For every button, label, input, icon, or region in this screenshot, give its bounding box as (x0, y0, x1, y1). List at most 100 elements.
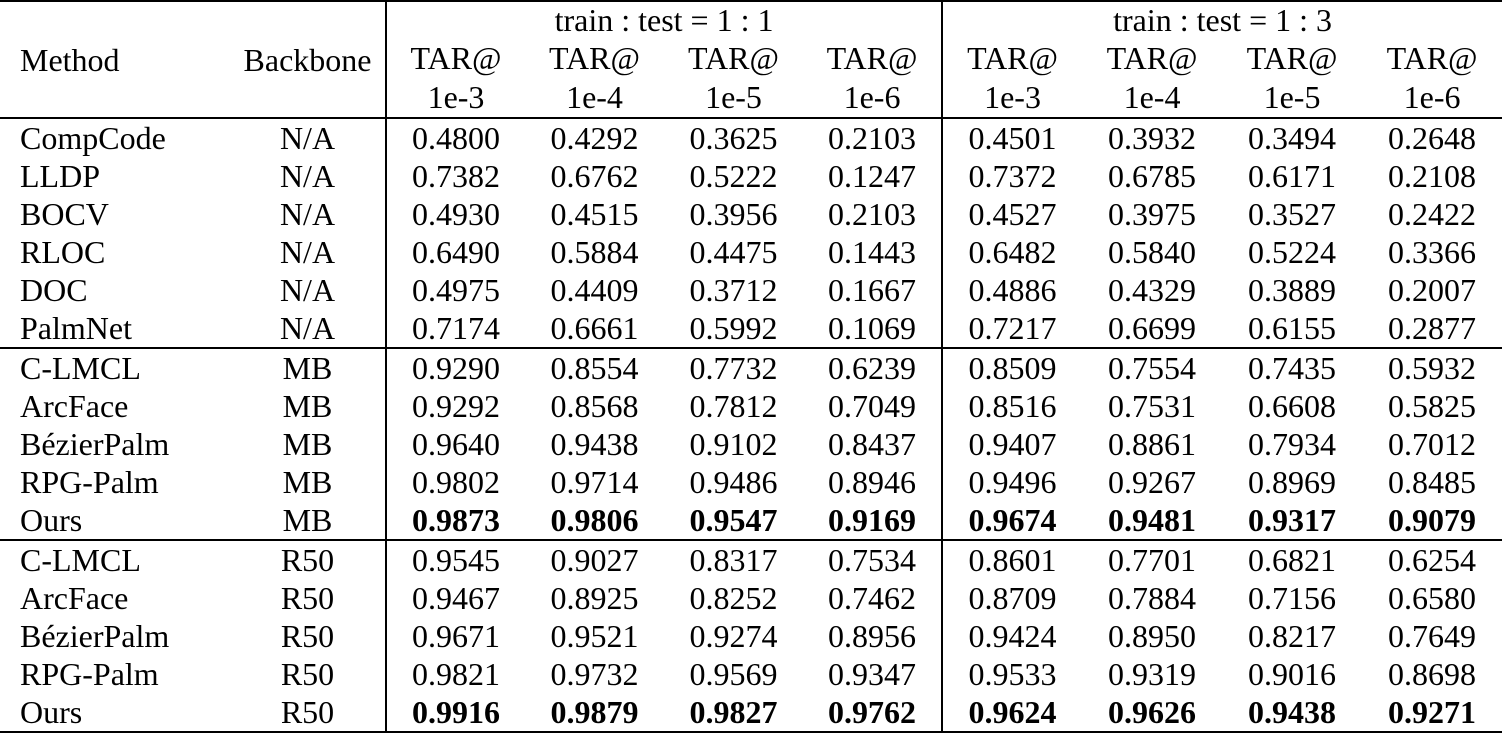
value-cell: 0.4475 (689, 234, 778, 270)
value-cell: 0.9438 (550, 426, 639, 462)
value-cell: 0.2648 (1388, 120, 1477, 156)
value-cell: 0.8709 (941, 579, 1083, 617)
value-cell: 0.7462 (828, 580, 917, 616)
value-cell: 0.6482 (941, 233, 1083, 271)
value-cell: 0.9624 (941, 693, 1083, 732)
value-cell: 0.2422 (1388, 196, 1477, 232)
value-cell: 0.6490 (385, 233, 525, 271)
value-cell: 0.9424 (941, 617, 1083, 655)
table-header: Method Backbone train : test = 1 : 1 tra… (0, 1, 1502, 119)
group-label-row: Method Backbone train : test = 1 : 1 tra… (0, 1, 1502, 119)
value-cell: 0.3366 (1388, 234, 1477, 270)
value-cell: 0.6661 (550, 310, 639, 346)
value-cell: 0.4930 (385, 195, 525, 233)
threshold-header: 1e-5 (664, 77, 803, 119)
table-row: LLDP N/A 0.7382 0.6762 0.5222 0.1247 0.7372 0.6… (0, 157, 1502, 195)
method-cell: C-LMCL (0, 539, 230, 579)
value-cell: 0.9802 (385, 463, 525, 501)
table-row: C-LMCL R50 0.9545 0.9027 0.8317 0.7534 0.8601 0… (0, 539, 1502, 579)
value-cell: 0.9640 (385, 425, 525, 463)
method-cell: PalmNet (20, 310, 132, 346)
value-cell: 0.9569 (689, 656, 778, 692)
value-cell: 0.8601 (941, 539, 1083, 579)
backbone-cell: MB (282, 502, 333, 538)
value-cell: 0.6580 (1388, 580, 1477, 616)
value-cell: 0.9274 (689, 618, 778, 654)
value-cell: 0.9626 (1108, 694, 1197, 730)
value-cell: 0.6171 (1248, 158, 1337, 194)
value-cell: 0.7934 (1248, 426, 1337, 462)
backbone-cell: MB (230, 347, 386, 387)
value-cell: 0.4409 (550, 272, 639, 308)
method-cell: ArcFace (20, 580, 129, 616)
table-row: ArcFace MB 0.9292 0.8568 0.7812 0.7049 0.8516 0… (0, 387, 1502, 425)
value-cell: 0.9102 (689, 426, 778, 462)
value-cell: 0.9873 (385, 501, 525, 540)
table-row: BézierPalm MB 0.9640 0.9438 0.9102 0.8437 0.94… (0, 425, 1502, 463)
method-cell: BOCV (20, 196, 109, 232)
backbone-cell: R50 (280, 618, 335, 654)
value-cell: 0.6785 (1108, 158, 1197, 194)
table-row: RLOC N/A 0.6490 0.5884 0.4475 0.1443 0.6482 0.5… (0, 233, 1502, 271)
value-cell: 0.4800 (385, 118, 525, 157)
value-cell: 0.3956 (689, 196, 778, 232)
value-cell: 0.9467 (385, 579, 525, 617)
group-1-header: train : test = 1 : 1 (384, 1, 943, 39)
value-cell: 0.5224 (1248, 234, 1337, 270)
value-cell: 0.7012 (1388, 426, 1477, 462)
method-cell: Ours (20, 694, 83, 730)
metric-header: TAR@ (1106, 40, 1198, 76)
value-cell: 0.5932 (1362, 347, 1502, 387)
metric-header: TAR@ (1246, 40, 1338, 76)
table-row: C-LMCL MB 0.9290 0.8554 0.7732 0.6239 0.8509 0.… (0, 347, 1502, 387)
value-cell: 0.8554 (525, 347, 664, 387)
value-cell: 0.5992 (689, 310, 778, 346)
value-cell: 0.9521 (550, 618, 639, 654)
value-cell: 0.2103 (828, 196, 917, 232)
table-row: CompCode N/A 0.4800 0.4292 0.3625 0.2103 0.450… (0, 118, 1502, 157)
threshold-header: 1e-6 (803, 77, 943, 119)
method-cell: RLOC (20, 234, 106, 270)
threshold-label-row: 1e-3 1e-4 1e-5 1e-6 1e-3 1e-4 1e-5 1e-6 (0, 77, 1502, 119)
results-table-body: CompCode N/A 0.4800 0.4292 0.3625 0.2103 0.450… (0, 118, 1502, 732)
value-cell: 0.9821 (385, 655, 525, 693)
value-cell: 0.7372 (941, 157, 1083, 195)
backbone-cell: R50 (280, 694, 335, 730)
value-cell: 0.7382 (385, 157, 525, 195)
value-cell: 0.6239 (803, 347, 943, 387)
value-cell: 0.9319 (1108, 656, 1197, 692)
value-cell: 0.9714 (550, 464, 639, 500)
value-cell: 0.9806 (550, 502, 639, 538)
value-cell: 0.4886 (941, 271, 1083, 309)
value-cell: 0.7701 (1082, 539, 1223, 579)
value-cell: 0.9827 (689, 694, 778, 730)
value-cell: 0.9347 (828, 656, 917, 692)
value-cell: 0.6155 (1248, 310, 1337, 346)
value-cell: 0.7884 (1108, 580, 1197, 616)
value-cell: 0.5884 (550, 234, 639, 270)
value-cell: 0.8950 (1108, 618, 1197, 654)
table-row: RPG-Palm MB 0.9802 0.9714 0.9486 0.8946 0.9496… (0, 463, 1502, 501)
value-cell: 0.3712 (689, 272, 778, 308)
backbone-cell: N/A (279, 310, 336, 346)
value-cell: 0.2007 (1388, 272, 1477, 308)
value-cell: 0.7217 (941, 309, 1083, 348)
value-cell: 0.2108 (1388, 158, 1477, 194)
backbone-cell: MB (282, 464, 333, 500)
table-row: RPG-Palm R50 0.9821 0.9732 0.9569 0.9347 0.953… (0, 655, 1502, 693)
value-cell: 0.1069 (828, 310, 917, 346)
value-cell: 0.4329 (1108, 272, 1197, 308)
backbone-cell: R50 (280, 656, 335, 692)
metric-header: TAR@ (688, 40, 779, 76)
backbone-cell: R50 (230, 539, 386, 579)
value-cell: 0.9762 (828, 694, 917, 730)
value-cell: 0.3527 (1248, 196, 1337, 232)
table-row: PalmNet N/A 0.7174 0.6661 0.5992 0.1069 0.7217… (0, 309, 1502, 348)
metric-header: TAR@ (549, 40, 640, 76)
backbone-cell: MB (282, 426, 333, 462)
value-cell: 0.7435 (1222, 347, 1363, 387)
threshold-header: 1e-3 (385, 77, 525, 119)
value-cell: 0.8317 (664, 539, 803, 579)
value-cell: 0.8509 (941, 347, 1083, 387)
